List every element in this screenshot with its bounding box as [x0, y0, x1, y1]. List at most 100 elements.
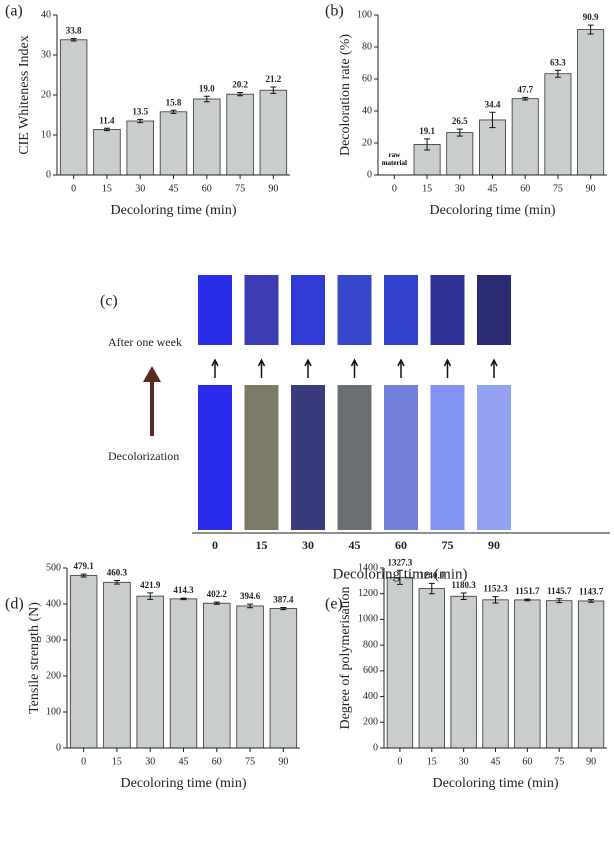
value-label: 1240.0	[419, 570, 444, 580]
error-bar	[556, 598, 563, 604]
bar	[126, 120, 154, 176]
error-bar	[492, 596, 499, 604]
x-tick-label: 45	[169, 183, 179, 194]
x-tick-label: 60	[212, 756, 222, 767]
error-bar	[489, 111, 496, 129]
arrow	[443, 358, 452, 378]
photo	[430, 385, 465, 530]
bar	[386, 576, 414, 749]
value-label: 20.2	[232, 80, 248, 90]
y-axis-label: Degree of polymerisation	[338, 586, 353, 729]
value-label: 21.2	[265, 74, 281, 84]
bar	[259, 89, 288, 176]
bar	[511, 98, 539, 176]
value-label: 387.4	[273, 595, 294, 605]
arrow	[490, 358, 498, 378]
x-axis-label: Decoloring time (min)	[121, 776, 247, 791]
row-label: Decolorization	[108, 449, 179, 463]
error-bar	[147, 592, 154, 600]
y-tick-label: 200	[363, 717, 378, 728]
bar	[479, 119, 506, 176]
photo	[198, 385, 232, 530]
y-tick-label: 20	[362, 137, 372, 148]
error-bar	[456, 128, 463, 137]
error-bar	[180, 597, 187, 601]
y-tick-label: 0	[46, 169, 51, 180]
error-bar	[213, 601, 220, 605]
panel-label: (e)	[325, 596, 343, 613]
axis-frame	[377, 15, 607, 176]
value-label: 1152.3	[483, 584, 508, 594]
y-tick-label: 800	[363, 639, 378, 650]
x-axis-label: Decoloring time (min)	[111, 203, 237, 218]
y-tick-label: 500	[46, 562, 61, 573]
x-tick-label: 0	[392, 183, 397, 194]
value-label: 414.3	[173, 585, 194, 595]
y-axis-label: Decoloration rate (%)	[338, 34, 353, 156]
bar	[544, 73, 572, 176]
value-label: 1143.7	[579, 587, 604, 597]
y-tick-label: 40	[41, 9, 51, 20]
photo	[477, 275, 511, 345]
y-tick-label: 80	[362, 41, 372, 52]
value-label: 11.4	[99, 115, 115, 125]
photo	[384, 385, 418, 530]
bar	[226, 93, 254, 176]
bar	[577, 29, 605, 176]
photo	[244, 275, 279, 345]
value-label: 479.1	[74, 561, 95, 571]
bar	[59, 39, 88, 176]
x-tick-label: 45	[491, 756, 501, 767]
bar	[69, 575, 98, 749]
value-label: 33.8	[66, 26, 82, 36]
value-label: 26.5	[452, 116, 468, 126]
y-tick-label: 400	[46, 598, 61, 609]
bar	[546, 600, 573, 749]
y-tick-label: 30	[41, 49, 51, 60]
bar	[93, 128, 121, 176]
error-bar	[237, 92, 244, 97]
value-label: 15.8	[166, 97, 182, 107]
error-bar	[428, 582, 435, 595]
y-tick-label: 400	[363, 691, 378, 702]
error-bar	[103, 127, 110, 132]
value-label: 63.3	[550, 57, 566, 67]
x-tick-label: 90	[586, 756, 596, 767]
x-tick-label: 30	[135, 183, 145, 194]
photo	[291, 275, 325, 345]
error-bar	[280, 606, 287, 611]
y-tick-label: 1200	[358, 588, 378, 599]
x-tick-label: 90	[586, 183, 596, 194]
x-tick-label: 75	[442, 538, 454, 552]
x-tick-label: 45	[179, 756, 189, 767]
value-label: 34.4	[485, 99, 501, 109]
bar	[103, 581, 131, 749]
x-tick-label: 60	[395, 538, 407, 552]
y-axis-label: Tensile strength (N)	[27, 602, 42, 714]
photo	[291, 385, 325, 530]
value-label: 394.6	[240, 591, 261, 601]
error-bar	[524, 598, 531, 602]
panel-label: (b)	[325, 3, 344, 20]
error-bar	[587, 24, 594, 35]
error-bar	[113, 579, 120, 585]
error-bar	[247, 603, 254, 609]
photo	[198, 275, 232, 345]
x-tick-label: 30	[455, 183, 465, 194]
error-bar	[396, 569, 403, 585]
error-bar	[522, 96, 529, 101]
y-axis-label: CIE Whiteness Index	[17, 35, 32, 155]
x-axis-label: Decoloring time (min)	[333, 566, 468, 582]
axis-frame	[383, 568, 607, 749]
error-bar	[80, 573, 87, 578]
y-tick-label: 60	[362, 73, 372, 84]
y-tick-label: 600	[363, 665, 378, 676]
value-label: 47.7	[517, 84, 533, 94]
axis-frame	[56, 15, 290, 176]
y-tick-label: 10	[41, 129, 51, 140]
error-bar	[170, 109, 177, 114]
y-tick-label: 20	[41, 89, 51, 100]
value-label: 1180.3	[452, 580, 477, 590]
x-tick-label: 15	[427, 756, 437, 767]
